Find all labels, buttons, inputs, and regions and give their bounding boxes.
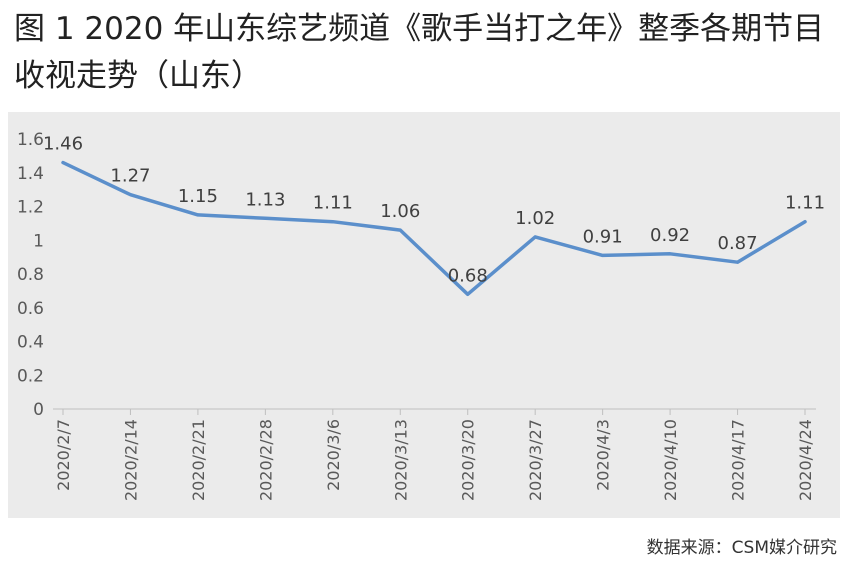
chart-area: 0 0.2 0.4 0.6 0.8 1 1.2 1.4 1.6 2020/2/7 2020/2/1…	[8, 112, 840, 518]
series-line-group	[61, 160, 807, 297]
x-tick-label: 2020/4/3	[594, 419, 613, 491]
data-label: 1.15	[178, 186, 218, 207]
line-chart: 0 0.2 0.4 0.6 0.8 1 1.2 1.4 1.6 2020/2/7 2020/2/1…	[17, 130, 825, 501]
x-tick-label: 2020/2/7	[54, 419, 73, 491]
x-tick-label: 2020/3/6	[324, 419, 343, 491]
data-source-note: 数据来源：CSM媒介研究	[646, 538, 837, 558]
y-tick-label: 0	[33, 400, 44, 420]
series-line	[61, 160, 807, 297]
data-label: 0.91	[583, 226, 623, 247]
data-label: 1.27	[110, 166, 150, 187]
x-tick-label: 2020/4/10	[661, 419, 680, 501]
y-tick-label: 1.6	[17, 130, 44, 150]
x-tick-label: 2020/2/14	[121, 419, 140, 501]
data-label: 1.06	[380, 201, 420, 222]
x-tick-label: 2020/3/13	[391, 419, 410, 501]
data-labels: 1.46 1.27 1.15 1.13 1.11 1.06 0.68 1.02 0.91 0.92…	[43, 134, 825, 287]
data-label: 1.11	[785, 193, 825, 214]
x-axis	[53, 408, 816, 415]
y-tick-label: 1	[33, 231, 44, 251]
y-axis-tick-labels: 0 0.2 0.4 0.6 0.8 1 1.2 1.4 1.6	[17, 130, 44, 420]
x-tick-label: 2020/4/17	[729, 419, 748, 501]
x-axis-tick-labels: 2020/2/7 2020/2/14 2020/2/21 2020/2/28 2020/…	[54, 419, 815, 501]
x-tick-label: 2020/3/20	[459, 419, 478, 501]
y-tick-label: 0.4	[17, 333, 44, 353]
data-label: 0.87	[718, 233, 758, 254]
x-tick-label: 2020/3/27	[526, 419, 545, 501]
y-tick-label: 1.2	[17, 198, 44, 218]
x-tick-label: 2020/2/28	[256, 419, 275, 501]
x-tick-label: 2020/2/21	[189, 419, 208, 501]
y-tick-label: 0.8	[17, 265, 44, 285]
data-label: 1.02	[515, 208, 555, 229]
y-tick-label: 0.2	[17, 366, 44, 386]
x-tick-label: 2020/4/24	[796, 419, 815, 501]
chart-title: 图 1 2020 年山东综艺频道《歌手当打之年》整季各期节目收视走势（山东）	[14, 11, 825, 94]
y-tick-label: 0.6	[17, 299, 44, 319]
y-tick-label: 1.4	[17, 164, 44, 184]
data-label: 1.13	[245, 189, 285, 210]
data-label: 1.46	[43, 134, 83, 155]
data-label: 0.68	[448, 265, 488, 286]
data-label: 0.92	[650, 225, 690, 246]
data-label: 1.11	[313, 193, 353, 214]
